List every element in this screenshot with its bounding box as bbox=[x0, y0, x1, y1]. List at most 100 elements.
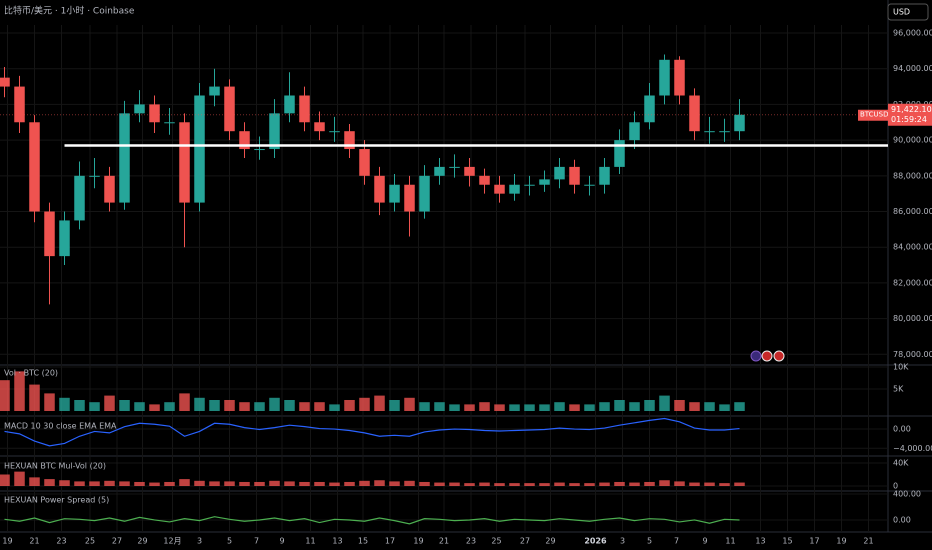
bar bbox=[389, 481, 400, 486]
bar bbox=[344, 481, 355, 486]
bar bbox=[659, 480, 670, 486]
bar bbox=[269, 397, 280, 411]
panel-title: HEXUAN Power Spread (5) bbox=[4, 496, 109, 505]
x-tick-label: 5 bbox=[647, 537, 652, 546]
bar bbox=[734, 482, 745, 486]
bar bbox=[434, 482, 445, 486]
bar bbox=[554, 482, 565, 486]
y-tick-label: 80,000.00 bbox=[893, 314, 932, 323]
bar bbox=[359, 480, 370, 486]
currency-button[interactable] bbox=[887, 3, 929, 21]
bar bbox=[734, 402, 745, 411]
candle-body bbox=[299, 95, 310, 123]
x-tick-label: 23 bbox=[466, 537, 476, 546]
y-tick-label: 94,000.00 bbox=[893, 64, 932, 73]
candle-body bbox=[494, 184, 505, 194]
x-tick-label: 21 bbox=[29, 537, 39, 546]
bar bbox=[224, 481, 235, 486]
bar bbox=[59, 480, 70, 486]
bar bbox=[704, 402, 715, 411]
event-icons bbox=[750, 350, 785, 362]
bar bbox=[464, 404, 475, 411]
x-tick-label: 7 bbox=[674, 537, 679, 546]
bar bbox=[209, 399, 220, 411]
panel-title: HEXUAN BTC Mul-Vol (20) bbox=[4, 462, 106, 471]
bar bbox=[524, 483, 535, 486]
candle-body bbox=[239, 131, 250, 150]
x-tick-label: 9 bbox=[702, 537, 707, 546]
x-tick-label: 3 bbox=[620, 537, 625, 546]
bar bbox=[59, 397, 70, 411]
candle-body bbox=[614, 140, 625, 167]
candle-body bbox=[719, 131, 730, 133]
x-tick-label: 21 bbox=[439, 537, 449, 546]
candle-body bbox=[134, 104, 145, 114]
candle-body bbox=[0, 77, 10, 87]
candle-body bbox=[209, 86, 220, 96]
bar bbox=[44, 393, 55, 411]
bar bbox=[29, 384, 40, 411]
bar bbox=[629, 402, 640, 411]
bar bbox=[449, 482, 460, 486]
bar bbox=[404, 397, 415, 411]
x-tick-label: 12月 bbox=[163, 537, 181, 546]
candle-body bbox=[284, 95, 295, 114]
y-tick-label: 0.00 bbox=[893, 515, 911, 524]
x-tick-label: 5 bbox=[227, 537, 232, 546]
bar bbox=[134, 481, 145, 486]
candle-body bbox=[539, 179, 550, 185]
bar bbox=[449, 404, 460, 411]
bar bbox=[224, 399, 235, 411]
bar bbox=[584, 483, 595, 486]
bar bbox=[89, 481, 100, 486]
bar bbox=[644, 399, 655, 411]
x-tick-label: 11 bbox=[725, 537, 735, 546]
bar bbox=[329, 482, 340, 486]
y-tick-label: 10K bbox=[893, 362, 909, 371]
bar bbox=[0, 474, 10, 486]
candle-body bbox=[59, 220, 70, 257]
x-tick-label: 19 bbox=[836, 537, 846, 546]
bar bbox=[584, 404, 595, 411]
price-tag-label: 91,422.10 bbox=[891, 105, 932, 114]
x-tick-label: 27 bbox=[520, 537, 530, 546]
bar bbox=[494, 404, 505, 411]
y-tick-label: 86,000.00 bbox=[893, 207, 932, 216]
bar bbox=[374, 480, 385, 486]
candle-body bbox=[479, 175, 490, 185]
candle-body bbox=[149, 104, 160, 123]
x-tick-label: 2026 bbox=[584, 537, 607, 546]
bar bbox=[464, 483, 475, 486]
candle-body bbox=[599, 166, 610, 185]
y-tick-label: −4,000.00 bbox=[893, 444, 932, 453]
bar bbox=[284, 481, 295, 486]
bar bbox=[389, 399, 400, 411]
bar bbox=[599, 482, 610, 486]
bar bbox=[0, 380, 10, 411]
candle-body bbox=[569, 166, 580, 185]
bar bbox=[419, 402, 430, 411]
bar bbox=[704, 482, 715, 486]
candle-body bbox=[704, 131, 715, 133]
y-tick-label: 88,000.00 bbox=[893, 171, 932, 180]
bar bbox=[269, 480, 280, 486]
bar bbox=[209, 481, 220, 486]
y-tick-label: 90,000.00 bbox=[893, 136, 932, 145]
candle-body bbox=[359, 149, 370, 176]
candle-body bbox=[89, 175, 100, 177]
line bbox=[4, 417, 740, 447]
candle-body bbox=[14, 86, 25, 123]
x-tick-label: 7 bbox=[254, 537, 259, 546]
bar bbox=[719, 404, 730, 411]
x-tick-label: 9 bbox=[279, 537, 284, 546]
bar bbox=[194, 480, 205, 486]
bar bbox=[134, 402, 145, 411]
price-tag-countdown: 01:59:24 bbox=[891, 115, 927, 124]
bar bbox=[329, 404, 340, 411]
candle-body bbox=[344, 131, 355, 150]
currency-label[interactable]: USD bbox=[893, 8, 910, 17]
bar bbox=[89, 402, 100, 411]
y-tick-label: 0 bbox=[893, 482, 898, 491]
bar bbox=[104, 395, 115, 411]
